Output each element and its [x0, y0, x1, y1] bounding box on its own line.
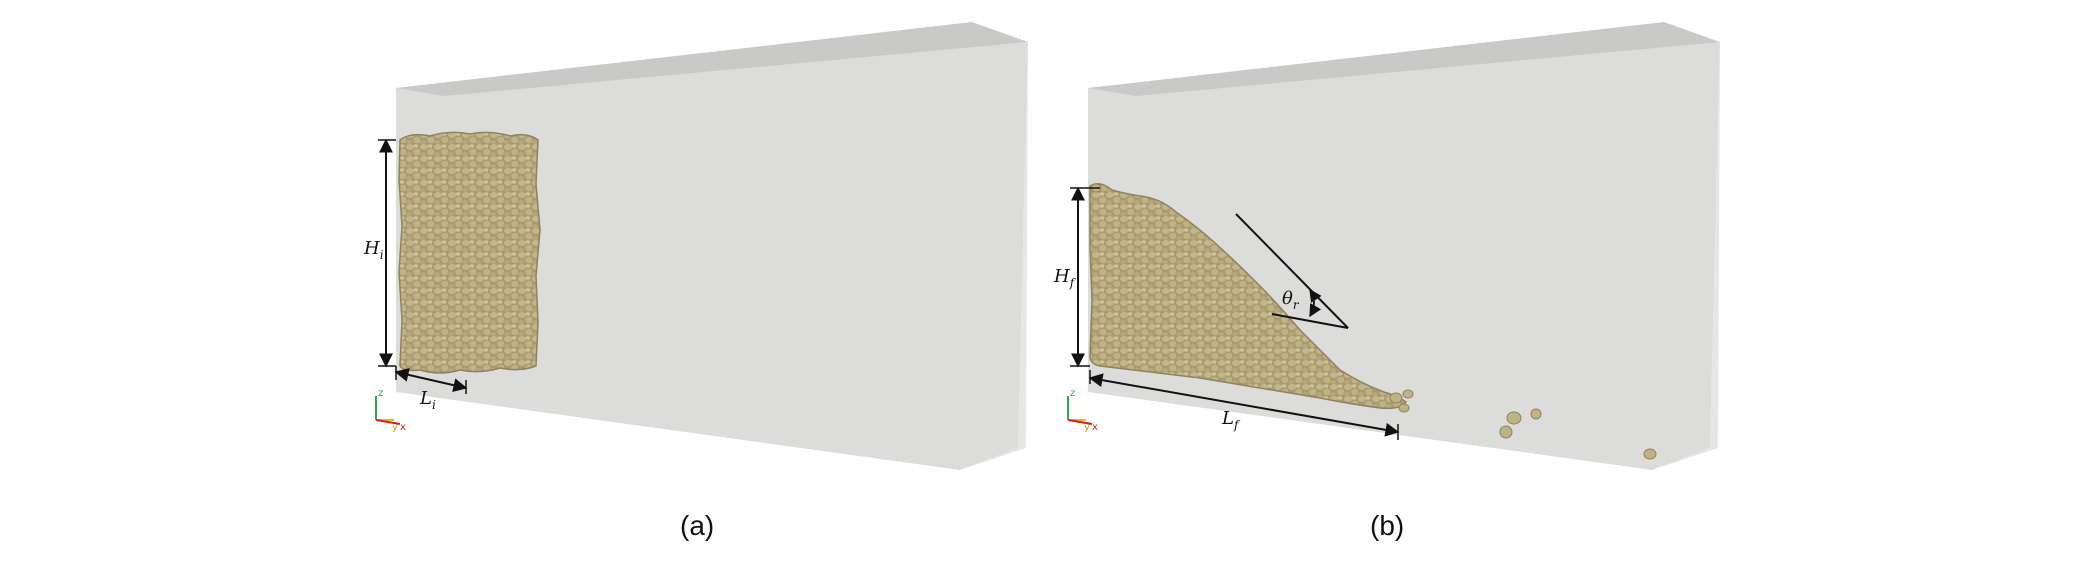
repose-angle-indicator: θr — [1235, 213, 1349, 329]
container-box-right-side — [1652, 42, 1720, 470]
length-label-initial: Li — [419, 388, 436, 412]
axes-triad-b: z y x — [1067, 388, 1098, 433]
caption-a: (a) — [680, 510, 715, 541]
svg-text:z: z — [1070, 388, 1075, 399]
granular-column-initial — [398, 131, 541, 374]
repose-angle-label: θr — [1282, 288, 1300, 312]
panel-b: θr Hf Lf z y x — [1053, 22, 1720, 470]
svg-text:y: y — [392, 422, 398, 433]
height-dimension-initial: Hi — [363, 138, 396, 368]
height-dimension-final: Hf — [1053, 186, 1100, 368]
height-label-initial: Hi — [363, 238, 384, 262]
length-label-final: Lf — [1221, 408, 1241, 432]
panel-a: Hi Li z y x — [363, 22, 1028, 470]
scattered-grains — [1499, 408, 1657, 460]
axes-triad-a: z y x — [375, 388, 406, 433]
container-box-front-face — [396, 42, 1028, 470]
svg-text:x: x — [1092, 422, 1098, 433]
caption-b: (b) — [1370, 510, 1405, 541]
length-dimension-initial: Li — [394, 366, 468, 412]
container-box-top-face — [396, 22, 1028, 96]
container-box-top-face — [1088, 22, 1720, 96]
svg-text:y: y — [1084, 422, 1090, 433]
height-label-final: Hf — [1053, 266, 1077, 290]
x-axis-icon — [1067, 419, 1093, 425]
svg-text:z: z — [378, 388, 383, 399]
length-dimension-final: Lf — [1088, 370, 1400, 440]
x-axis-icon — [375, 419, 401, 425]
svg-text:x: x — [400, 422, 406, 433]
container-box-right-side — [960, 42, 1028, 470]
